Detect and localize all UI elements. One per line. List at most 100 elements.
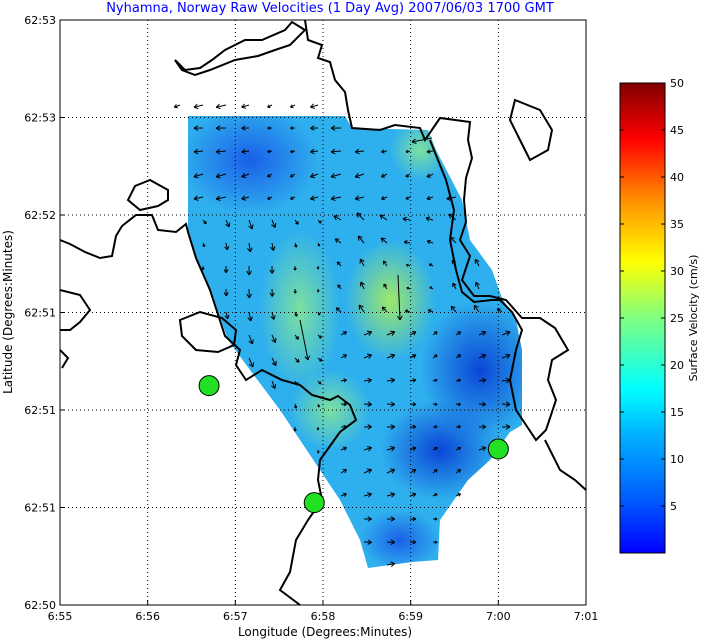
- velocity-arrow: [359, 258, 365, 267]
- velocity-arrow: [363, 377, 372, 384]
- velocity-arrow: [405, 196, 411, 200]
- velocity-arrow: [193, 195, 204, 201]
- velocity-arrow: [409, 424, 417, 430]
- velocity-arrow: [354, 148, 365, 155]
- velocity-arrow: [241, 125, 250, 131]
- velocity-arrow: [193, 103, 204, 110]
- velocity-arrow: [299, 319, 311, 361]
- velocity-arrow: [294, 334, 299, 340]
- velocity-arrow: [317, 311, 321, 316]
- velocity-arrow: [402, 216, 411, 222]
- velocity-arrow: [386, 330, 396, 336]
- velocity-arrow: [215, 103, 227, 110]
- velocity-arrow: [293, 403, 298, 409]
- islet-2: [178, 310, 238, 354]
- velocity-arrow: [409, 446, 417, 451]
- velocity-arrow: [310, 172, 319, 179]
- velocity-arrow: [405, 263, 411, 267]
- velocity-arrow: [267, 126, 273, 130]
- velocity-arrow: [310, 148, 319, 155]
- velocity-arrow: [501, 330, 511, 336]
- velocity-arrow: [293, 265, 297, 271]
- velocity-arrow: [409, 516, 417, 522]
- colorbar-tick-label: 50: [670, 77, 684, 90]
- velocity-arrow: [246, 288, 253, 299]
- velocity-arrow: [478, 424, 487, 430]
- colorbar-tick-label: 5: [670, 500, 677, 513]
- velocity-arrow: [290, 196, 296, 200]
- velocity-arrow: [379, 214, 388, 221]
- velocity-arrow: [432, 469, 438, 474]
- velocity-arrow: [340, 402, 347, 407]
- velocity-arrow: [455, 378, 461, 383]
- velocity-arrow: [501, 377, 511, 384]
- station-markers: [198, 375, 509, 514]
- y-axis-label: Latitude (Degrees:Minutes): [1, 230, 15, 394]
- velocity-arrow: [386, 353, 396, 359]
- velocity-arrow: [357, 235, 365, 244]
- velocity-arrow: [336, 261, 342, 267]
- velocity-arrow: [474, 258, 480, 267]
- velocity-arrow: [473, 304, 480, 313]
- velocity-arrow: [409, 469, 417, 474]
- velocity-arrow: [270, 311, 276, 320]
- velocity-arrow: [427, 309, 434, 313]
- y-tick-label: 62:51: [24, 502, 56, 515]
- velocity-arrow: [478, 446, 487, 452]
- velocity-arrow: [478, 401, 487, 407]
- velocity-arrow: [340, 424, 347, 429]
- map-title: Nyhamna, Norway Raw Velocities (1 Day Av…: [106, 1, 554, 16]
- velocity-arrow: [409, 331, 417, 336]
- station-marker: [198, 375, 220, 397]
- velocity-arrow: [340, 378, 347, 383]
- velocity-arrow: [363, 353, 372, 359]
- velocity-arrow: [340, 446, 347, 451]
- velocity-arrow: [363, 492, 372, 498]
- velocity-arrow: [432, 447, 438, 451]
- velocity-arrow: [381, 306, 388, 313]
- velocity-arrow: [380, 237, 388, 244]
- velocity-arrow: [267, 196, 273, 200]
- y-tick-label: 62:50: [24, 599, 56, 612]
- velocity-arrow: [294, 311, 298, 317]
- velocity-arrow: [241, 195, 250, 201]
- velocity-arrow: [202, 219, 207, 225]
- velocity-arrow: [450, 305, 457, 313]
- velocity-arrow: [340, 469, 347, 474]
- velocity-arrow: [215, 148, 227, 155]
- colorbar-tick-label: 25: [670, 312, 684, 325]
- velocity-arrow: [478, 353, 487, 359]
- velocity-arrow: [363, 330, 372, 336]
- x-tick-label: 6:55: [48, 610, 73, 623]
- velocity-arrow: [455, 354, 462, 359]
- velocity-arrow: [294, 242, 298, 248]
- velocity-arrow: [247, 242, 253, 253]
- velocity-arrow: [381, 196, 388, 201]
- y-tick-label: 62:51: [24, 307, 56, 320]
- velocity-arrow: [455, 493, 462, 497]
- velocity-arrow: [405, 149, 411, 154]
- velocity-arrow: [270, 242, 276, 251]
- velocity-arrow: [225, 219, 231, 228]
- velocity-arrow: [386, 561, 396, 567]
- colorbar-tick-label: 45: [670, 124, 684, 137]
- y-tick-label: 62:53: [24, 112, 56, 125]
- mainland-west: [59, 214, 358, 606]
- islet-1: [126, 178, 169, 212]
- islet-3: [508, 98, 554, 162]
- velocity-arrow: [270, 380, 277, 389]
- velocity-arrow: [267, 173, 273, 178]
- y-tick-label: 62:52: [24, 209, 56, 222]
- velocity-arrow: [455, 469, 462, 474]
- velocity-arrow: [359, 281, 365, 290]
- velocity-arrow: [330, 173, 342, 179]
- velocity-arrow: [426, 195, 434, 201]
- velocity-arrow: [173, 104, 181, 109]
- velocity-arrow: [316, 449, 320, 454]
- velocity-arrow: [310, 125, 319, 131]
- colorbar-tick-label: 15: [670, 406, 684, 419]
- velocity-arrow: [248, 334, 254, 345]
- velocity-arrow: [202, 242, 206, 248]
- velocity-arrow: [432, 425, 438, 429]
